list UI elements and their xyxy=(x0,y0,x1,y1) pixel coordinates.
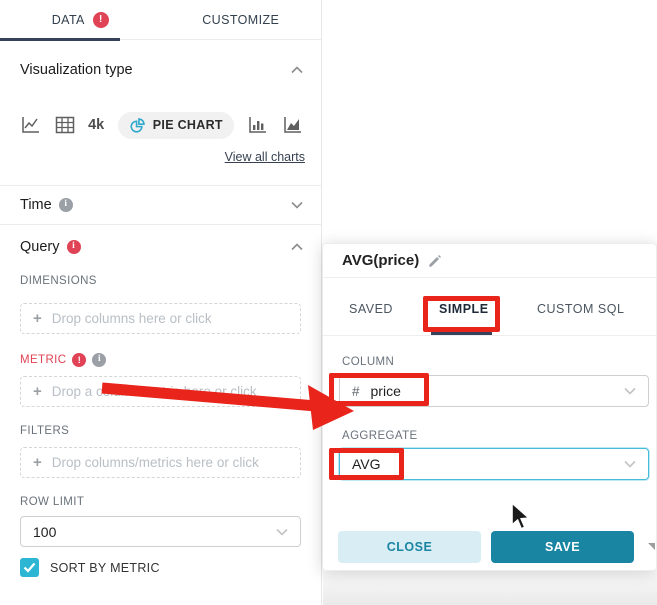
row-limit-select[interactable]: 100 xyxy=(20,516,301,547)
visualization-type-section: Visualization type 4k PIE CHART xyxy=(0,40,321,186)
metric-edit-popover: AVG(price) SAVED SIMPLE CUSTOM SQL COLUM… xyxy=(322,243,657,571)
page-background xyxy=(323,571,657,605)
chart-control-panel: DATA ! CUSTOMIZE Visualization type 4k xyxy=(0,0,322,605)
tab-data[interactable]: DATA ! xyxy=(0,0,161,39)
metric-label: METRIC ! i xyxy=(20,353,107,367)
popover-header: AVG(price) xyxy=(323,244,656,278)
aggregate-label: AGGREGATE xyxy=(342,430,418,442)
aggregate-select[interactable]: AVG xyxy=(339,448,649,480)
filters-placeholder: Drop columns/metrics here or click xyxy=(51,455,259,470)
numeric-type-icon: # xyxy=(352,383,360,399)
sort-by-metric-checkbox[interactable] xyxy=(20,558,39,577)
info-icon: i xyxy=(92,353,107,367)
view-all-charts-link[interactable]: View all charts xyxy=(224,150,305,164)
plus-icon: + xyxy=(33,310,42,327)
tab-customize[interactable]: CUSTOMIZE xyxy=(161,0,322,39)
metric-label-text: METRIC xyxy=(20,354,67,366)
active-tab-indicator xyxy=(431,332,492,335)
table-icon[interactable] xyxy=(55,116,75,134)
dimensions-label: DIMENSIONS xyxy=(20,275,97,287)
filters-dropzone[interactable]: + Drop columns/metrics here or click xyxy=(20,447,301,478)
chevron-down-icon xyxy=(276,528,288,536)
dimensions-dropzone[interactable]: + Drop columns here or click xyxy=(20,303,301,334)
tab-data-label: DATA xyxy=(51,12,85,27)
active-tab-indicator xyxy=(0,38,120,41)
column-label: COLUMN xyxy=(342,356,395,368)
time-section: Time i xyxy=(0,186,321,225)
tab-custom-sql[interactable]: CUSTOM SQL xyxy=(537,302,625,316)
line-chart-icon[interactable] xyxy=(20,115,41,135)
tab-simple[interactable]: SIMPLE xyxy=(439,302,489,316)
time-section-title: Time xyxy=(20,197,52,213)
chevron-down-icon xyxy=(624,387,636,395)
pie-chart-icon xyxy=(129,117,146,134)
plus-icon: + xyxy=(33,383,42,400)
chevron-up-icon[interactable] xyxy=(291,243,303,251)
save-button[interactable]: SAVE xyxy=(491,531,634,563)
resize-grip-icon xyxy=(648,543,655,550)
metric-placeholder: Drop a column/metric here or click xyxy=(51,384,257,399)
pie-chart-label: PIE CHART xyxy=(152,118,223,132)
control-tabbar: DATA ! CUSTOMIZE xyxy=(0,0,322,41)
info-icon: i xyxy=(58,198,73,212)
edit-pencil-icon[interactable] xyxy=(428,254,442,268)
popover-title: AVG(price) xyxy=(342,252,420,269)
data-error-badge: ! xyxy=(92,11,109,28)
row-limit-label: ROW LIMIT xyxy=(20,496,85,508)
visualization-type-title: Visualization type xyxy=(20,62,133,78)
popover-tabbar: SAVED SIMPLE CUSTOM SQL xyxy=(323,278,656,336)
chevron-up-icon[interactable] xyxy=(291,66,303,74)
metric-error-badge: ! xyxy=(72,353,87,367)
pie-chart-selected-pill[interactable]: PIE CHART xyxy=(117,111,234,139)
filters-label: FILTERS xyxy=(20,425,70,437)
aggregate-value: AVG xyxy=(352,456,381,472)
tab-customize-label: CUSTOMIZE xyxy=(202,12,280,27)
column-select[interactable]: # price xyxy=(339,375,649,407)
query-error-icon: i xyxy=(66,240,81,254)
chevron-down-icon xyxy=(624,460,636,468)
query-section: Query i DIMENSIONS + Drop columns here o… xyxy=(0,225,321,605)
plus-icon: + xyxy=(33,454,42,471)
tab-saved[interactable]: SAVED xyxy=(349,302,393,316)
close-button[interactable]: CLOSE xyxy=(338,531,481,563)
bar-chart-icon[interactable] xyxy=(247,115,268,135)
big-number-icon[interactable]: 4k xyxy=(88,117,105,133)
dimensions-placeholder: Drop columns here or click xyxy=(51,311,212,326)
column-value: price xyxy=(370,383,401,399)
sort-by-metric-label: SORT BY METRIC xyxy=(50,560,160,575)
row-limit-value: 100 xyxy=(33,523,57,540)
query-section-title: Query xyxy=(20,239,60,255)
area-chart-icon[interactable] xyxy=(282,115,303,135)
chevron-down-icon[interactable] xyxy=(291,201,303,209)
metric-dropzone[interactable]: + Drop a column/metric here or click xyxy=(20,376,301,407)
